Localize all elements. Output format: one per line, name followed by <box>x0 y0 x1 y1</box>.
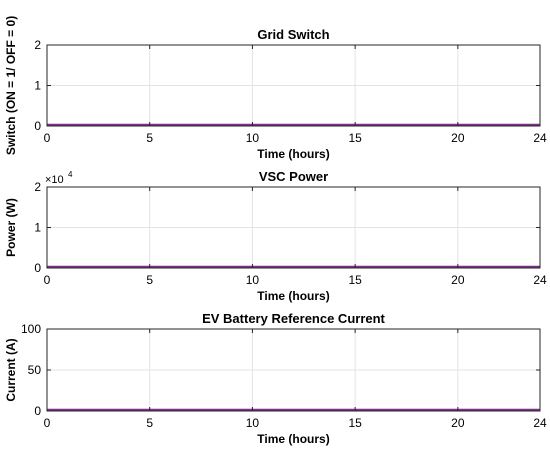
y-tick-label: 1 <box>34 221 41 235</box>
x-axis-label: Time (hours) <box>257 147 329 161</box>
x-tick-label: 0 <box>44 416 51 430</box>
x-tick-label: 10 <box>246 131 260 145</box>
x-tick-label: 0 <box>44 131 51 145</box>
y-tick-label: 2 <box>34 180 41 194</box>
y-axis-label: Switch (ON = 1/ OFF = 0) <box>4 16 18 155</box>
x-tick-label: 15 <box>348 131 362 145</box>
y-axis-label: Current (A) <box>4 338 18 401</box>
y-tick-label: 2 <box>34 38 41 52</box>
x-tick-label: 5 <box>146 131 153 145</box>
x-axis-label: Time (hours) <box>257 289 329 303</box>
x-tick-label: 20 <box>451 131 465 145</box>
axis-scale-exponent: 4 <box>68 170 73 179</box>
x-tick-label: 15 <box>348 273 362 287</box>
x-tick-label: 5 <box>146 416 153 430</box>
x-tick-label: 24 <box>533 131 547 145</box>
x-axis-label: Time (hours) <box>257 432 329 446</box>
x-tick-label: 20 <box>451 273 465 287</box>
x-tick-label: 20 <box>451 416 465 430</box>
chart-title: VSC Power <box>259 169 328 184</box>
x-tick-label: 10 <box>246 416 260 430</box>
y-tick-label: 0 <box>34 404 41 418</box>
y-tick-label: 50 <box>28 363 42 377</box>
x-tick-label: 10 <box>246 273 260 287</box>
x-tick-label: 24 <box>533 273 547 287</box>
x-tick-label: 5 <box>146 273 153 287</box>
y-tick-label: 1 <box>34 79 41 93</box>
y-tick-label: 0 <box>34 261 41 275</box>
x-tick-label: 15 <box>348 416 362 430</box>
x-tick-label: 24 <box>533 416 547 430</box>
y-axis-label: Power (W) <box>4 198 18 257</box>
y-tick-label: 0 <box>34 119 41 133</box>
x-tick-label: 0 <box>44 273 51 287</box>
chart-title: EV Battery Reference Current <box>202 311 385 326</box>
y-tick-label: 100 <box>21 322 41 336</box>
axis-scale-factor: ×10 <box>45 174 64 186</box>
chart-title: Grid Switch <box>257 27 329 42</box>
